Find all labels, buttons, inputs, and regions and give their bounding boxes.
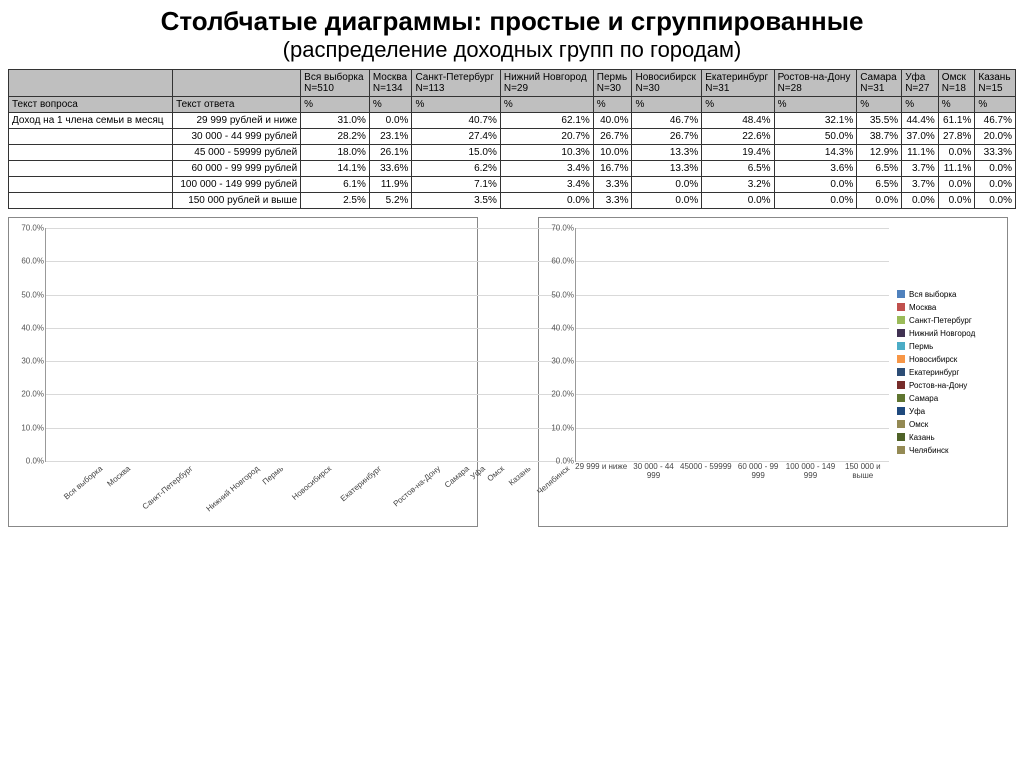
legend-item: Пермь <box>897 342 1003 351</box>
legend-item: Санкт-Петербург <box>897 316 1003 325</box>
x-label: Москва <box>105 464 132 488</box>
x-label: 150 000 и выше <box>837 462 889 480</box>
x-label: 60 000 - 99 999 <box>732 462 784 480</box>
data-table: Вся выборкаN=510МоскваN=134Санкт-Петербу… <box>8 69 1016 209</box>
col-question: Текст вопроса <box>9 97 173 113</box>
x-label: Ростов-на-Дону <box>391 464 441 508</box>
x-label: Вся выборка <box>62 464 104 501</box>
x-label: Екатеринбург <box>339 464 383 503</box>
legend-item: Вся выборка <box>897 290 1003 299</box>
legend-item: Самара <box>897 394 1003 403</box>
chart-by-city: 0.0%10.0%20.0%30.0%40.0%50.0%60.0%70.0% … <box>8 217 478 527</box>
x-label: 100 000 - 149 999 <box>784 462 836 480</box>
x-label: Санкт-Петербург <box>140 464 194 511</box>
x-label: Новосибирск <box>290 464 333 502</box>
table-row: 60 000 - 99 999 рублей14.1%33.6%6.2%3.4%… <box>9 161 1016 177</box>
col-header: Ростов-на-ДонуN=28 <box>774 70 857 97</box>
legend-item: Новосибирск <box>897 355 1003 364</box>
x-label: Нижний Новгород <box>204 464 261 513</box>
col-header: МоскваN=134 <box>369 70 412 97</box>
col-header: ОмскN=18 <box>938 70 975 97</box>
legend-item: Челябинск <box>897 446 1003 455</box>
x-label: Уфа <box>469 464 487 481</box>
legend-item: Нижний Новгород <box>897 329 1003 338</box>
legend-item: Уфа <box>897 407 1003 416</box>
col-header: УфаN=27 <box>902 70 939 97</box>
legend-item: Москва <box>897 303 1003 312</box>
x-label: 45000 - 59999 <box>680 462 732 480</box>
table-row: Доход на 1 члена семьи в месяц29 999 руб… <box>9 113 1016 129</box>
col-header: НовосибирскN=30 <box>632 70 702 97</box>
col-header: Нижний НовгородN=29 <box>500 70 593 97</box>
legend-item: Ростов-на-Дону <box>897 381 1003 390</box>
col-header: Санкт-ПетербургN=113 <box>412 70 500 97</box>
col-header: КазаньN=15 <box>975 70 1016 97</box>
x-label: Самара <box>443 464 471 490</box>
col-header: СамараN=31 <box>857 70 902 97</box>
table-row: 100 000 - 149 999 рублей6.1%11.9%7.1%3.4… <box>9 177 1016 193</box>
x-label: 29 999 и ниже <box>575 462 627 480</box>
chart-by-income: 0.0%10.0%20.0%30.0%40.0%50.0%60.0%70.0% … <box>538 217 1008 527</box>
col-header: Вся выборкаN=510 <box>301 70 370 97</box>
legend-item: Омск <box>897 420 1003 429</box>
legend-item: Казань <box>897 433 1003 442</box>
table-row: 45 000 - 59999 рублей18.0%26.1%15.0%10.3… <box>9 145 1016 161</box>
table-row: 30 000 - 44 999 рублей28.2%23.1%27.4%20.… <box>9 129 1016 145</box>
col-header: ПермьN=30 <box>593 70 632 97</box>
page-title: Столбчатые диаграммы: простые и сгруппир… <box>8 6 1016 37</box>
col-header: ЕкатеринбургN=31 <box>702 70 774 97</box>
x-label: Казань <box>507 464 532 487</box>
x-label: Пермь <box>260 464 284 487</box>
x-label: Омск <box>486 464 507 483</box>
col-answer: Текст ответа <box>173 97 301 113</box>
legend-item: Екатеринбург <box>897 368 1003 377</box>
x-label: 30 000 - 44 999 <box>627 462 679 480</box>
table-row: 150 000 рублей и выше2.5%5.2%3.5%0.0%3.3… <box>9 193 1016 209</box>
page-subtitle: (распределение доходных групп по городам… <box>8 37 1016 63</box>
